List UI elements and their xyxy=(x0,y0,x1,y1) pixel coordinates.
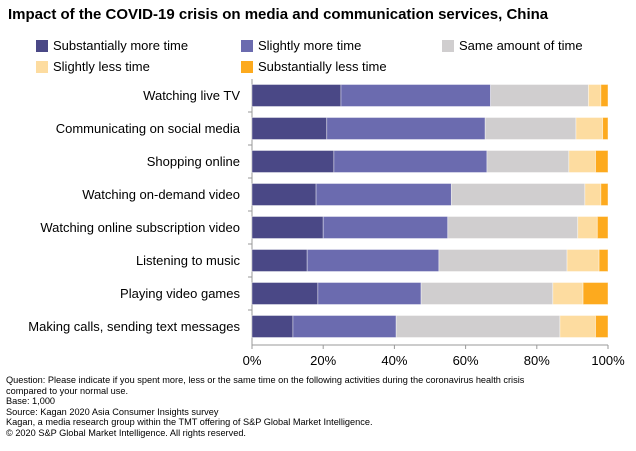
legend-label: Same amount of time xyxy=(459,38,583,53)
bar-segment xyxy=(322,216,449,239)
bar-segment xyxy=(595,315,609,338)
legend-label: Substantially less time xyxy=(258,59,387,74)
bar-segment xyxy=(450,183,586,206)
bar-segment xyxy=(340,84,491,107)
bar-segment xyxy=(598,249,609,272)
legend-label: Substantially more time xyxy=(53,38,189,53)
bar-segment xyxy=(251,117,328,140)
category-label: Listening to music xyxy=(136,253,241,268)
bar-segment xyxy=(552,282,584,305)
category-label: Watching on-demand video xyxy=(82,187,240,202)
bar-segment xyxy=(251,315,294,338)
chart-title: Impact of the COVID-19 crisis on media a… xyxy=(8,6,549,23)
footnote-kagan: Kagan, a media research group within the… xyxy=(6,417,373,428)
footnote-question: Question: Please indicate if you spent m… xyxy=(6,375,525,385)
bar-segment xyxy=(251,150,335,173)
legend-item: Substantially less time xyxy=(241,59,387,74)
category-label: Making calls, sending text messages xyxy=(28,319,240,334)
legend-item: Slightly less time xyxy=(36,59,150,74)
bar-segment xyxy=(566,249,600,272)
x-tick-label: 60% xyxy=(453,353,479,368)
bar-segment xyxy=(251,216,324,239)
footnotes: Question: Please indicate if you spent m… xyxy=(6,375,524,439)
legend-item: Substantially more time xyxy=(36,38,188,53)
bar-segment xyxy=(420,282,554,305)
bar-segment xyxy=(251,183,317,206)
x-tick-label: 80% xyxy=(524,353,550,368)
bar-segment xyxy=(484,117,577,140)
category-label: Watching live TV xyxy=(143,88,240,103)
bar-segment xyxy=(306,249,440,272)
x-tick-label: 40% xyxy=(381,353,407,368)
bar-segment xyxy=(575,117,604,140)
bar-segment xyxy=(317,282,422,305)
category-label: Watching online subscription video xyxy=(40,220,240,235)
bar-segment xyxy=(600,84,609,107)
bar-segment xyxy=(315,183,452,206)
bar-segment xyxy=(395,315,561,338)
legend-item: Same amount of time xyxy=(442,38,583,53)
bar-segment xyxy=(251,84,342,107)
bar-segment xyxy=(600,183,609,206)
legend-swatch xyxy=(241,39,253,52)
category-label: Communicating on social media xyxy=(56,121,241,136)
legend-label: Slightly less time xyxy=(53,59,150,74)
legend-label: Slightly more time xyxy=(258,38,362,53)
bar-segment xyxy=(584,183,602,206)
footnote-source: Source: Kagan 2020 Asia Consumer Insight… xyxy=(6,406,219,417)
bar-segment xyxy=(596,216,609,239)
bar-segment xyxy=(333,150,488,173)
bar-segment xyxy=(588,84,602,107)
bar-segment xyxy=(251,282,319,305)
bar-segment xyxy=(559,315,596,338)
legend-swatch xyxy=(36,39,48,52)
legend-swatch xyxy=(36,60,48,73)
bar-segment xyxy=(490,84,589,107)
footnote-question-cont: compared to your normal use. xyxy=(6,385,129,396)
bar-segment xyxy=(447,216,579,239)
legend-item: Slightly more time xyxy=(241,38,361,53)
category-label: Playing video games xyxy=(120,286,240,301)
footnote-base: Base: 1,000 xyxy=(6,396,56,407)
bar-segment xyxy=(577,216,598,239)
bar-segment xyxy=(251,249,308,272)
x-tick-label: 20% xyxy=(310,353,336,368)
legend-swatch xyxy=(241,60,253,73)
bar-segment xyxy=(326,117,486,140)
category-label: Shopping online xyxy=(147,154,240,169)
footnote-copyright: © 2020 S&P Global Market Intelligence. A… xyxy=(6,427,246,438)
legend-swatch xyxy=(442,39,454,52)
bar-segment xyxy=(438,249,568,272)
bar-segment xyxy=(568,150,596,173)
bar-segment xyxy=(602,117,609,140)
x-tick-label: 100% xyxy=(591,353,625,368)
bar-segment xyxy=(292,315,397,338)
bar-segment xyxy=(486,150,570,173)
bar-segment xyxy=(595,150,609,173)
x-tick-label: 0% xyxy=(243,353,262,368)
bar-segment xyxy=(582,282,609,305)
